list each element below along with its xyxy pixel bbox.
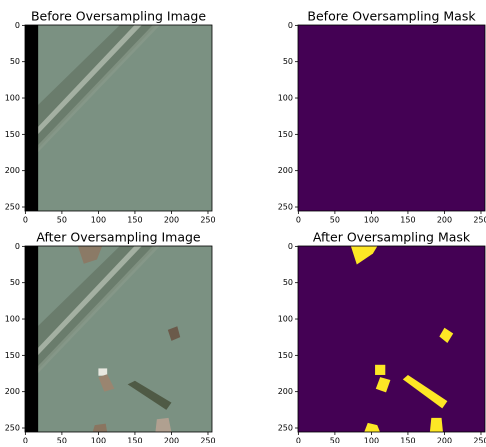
y-tick-label: 50 [10,278,20,287]
mask [298,246,485,432]
y-tick-label: 200 [5,166,20,175]
y-tick-label: 0 [15,21,20,30]
chart-title: Before Oversampling Mask [307,9,476,24]
y-tick-label: 250 [5,424,20,433]
image [25,246,212,433]
x-tick-label: 200 [437,216,452,225]
y-tick-label: 150 [5,351,20,360]
chart-title: After Oversampling Image [36,230,201,245]
y-tick-label: 150 [278,351,293,360]
y-tick-label: 200 [5,387,20,396]
x-tick-label: 50 [330,216,340,225]
x-tick-label: 150 [400,216,415,225]
x-tick-label: 0 [296,437,301,444]
y-tick-label: 50 [283,57,293,66]
x-tick-label: 100 [364,216,379,225]
y-tick-label: 250 [278,424,293,433]
x-tick-label: 50 [57,437,67,444]
y-tick-label: 100 [5,315,20,324]
x-tick-label: 200 [164,437,179,444]
x-tick-label: 250 [473,437,486,444]
y-tick-label: 100 [278,315,293,324]
x-tick-label: 0 [23,216,28,225]
y-tick-label: 100 [5,94,20,103]
y-tick-label: 200 [278,166,293,175]
x-tick-label: 100 [91,216,106,225]
y-tick-label: 50 [10,57,20,66]
x-tick-label: 50 [330,437,340,444]
x-tick-label: 100 [364,437,379,444]
y-tick-label: 0 [288,21,293,30]
y-tick-label: 50 [283,278,293,287]
x-tick-label: 50 [57,216,67,225]
image [25,25,212,211]
y-tick-label: 250 [278,203,293,212]
x-tick-label: 0 [296,216,301,225]
x-tick-label: 250 [200,437,215,444]
x-tick-label: 200 [164,216,179,225]
chart-title: After Oversampling Mask [313,230,471,245]
x-tick-label: 150 [127,437,142,444]
y-tick-label: 100 [278,94,293,103]
y-tick-label: 150 [5,130,20,139]
x-tick-label: 150 [400,437,415,444]
mask [298,25,485,211]
y-tick-label: 150 [278,130,293,139]
x-tick-label: 200 [437,437,452,444]
x-tick-label: 250 [473,216,486,225]
x-tick-label: 250 [200,216,215,225]
chart-title: Before Oversampling Image [31,9,206,24]
x-tick-label: 150 [127,216,142,225]
figure: Before Oversampling Image 0 50 100 150 200 250… [0,0,486,443]
y-tick-label: 200 [278,387,293,396]
x-tick-label: 100 [91,437,106,444]
y-tick-label: 0 [15,242,20,251]
x-tick-label: 0 [23,437,28,444]
y-tick-label: 0 [288,242,293,251]
y-tick-label: 250 [5,203,20,212]
